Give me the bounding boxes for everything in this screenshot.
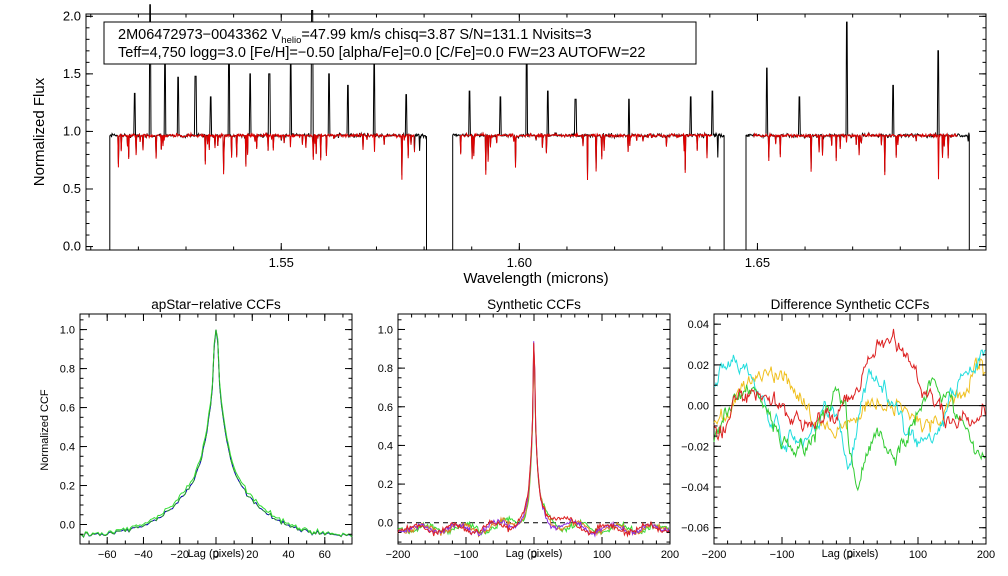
synthetic-ccf-lines: [397, 341, 670, 538]
y-tick-label: 0.2: [60, 481, 75, 493]
x-tick-label: 200: [977, 549, 995, 561]
x-tick-label: 60: [319, 549, 331, 561]
x-tick-label: 1.55: [269, 255, 294, 270]
apstar-ccf-ylabel: Normalized CCF: [39, 389, 51, 471]
info-line-1-suffix: =47.99 km/s chisq=3.87 S/N=131.1 Nvisits…: [301, 27, 591, 43]
x-tick-label: −20: [170, 549, 189, 561]
y-tick-label: 0.0: [378, 518, 393, 530]
x-tick-label: 0: [847, 549, 853, 561]
model-spectrum-chip-3: [752, 131, 958, 180]
y-tick-label: 2.0: [63, 8, 81, 23]
y-tick-label: 0.6: [378, 402, 393, 414]
difference-yellow-line: [713, 357, 986, 439]
difference-ccf-title: Difference Synthetic CCFs: [771, 297, 930, 312]
x-tick-label: 1.65: [745, 255, 770, 270]
x-tick-label: 100: [909, 549, 927, 561]
x-tick-label: −100: [454, 549, 479, 561]
x-tick-label: 0: [531, 549, 537, 561]
apstar-ccf-xlabel: Lag (pixels): [188, 548, 245, 560]
spectrum-ticks: 1.55 1.60 1.65 0.0 0.5 1.0 1.5 2.0: [63, 8, 986, 270]
difference-green-line: [713, 376, 986, 492]
y-tick-label: 0.0: [60, 520, 75, 532]
apstar-ccf-ticks: −60 −40 −20 0 20 40 60 0.0 0.2 0.4 0.6 0.8 1.0: [60, 314, 352, 561]
synthetic-ccf-combined-line: [397, 342, 670, 538]
info-line-1: 2M06472973−0043362 Vhelio=47.99 km/s chi…: [118, 27, 592, 46]
y-tick-label: 0.6: [60, 403, 75, 415]
y-tick-label: 0.2: [378, 479, 393, 491]
y-tick-label: 0.02: [688, 360, 709, 372]
y-tick-label: 0.0: [63, 239, 81, 254]
ccf-visit-2-line: [79, 329, 353, 538]
info-line-1-sub: helio: [281, 35, 301, 46]
x-tick-label: 20: [246, 549, 258, 561]
info-line-2: Teff=4,750 logg=3.0 [Fe/H]=−0.50 [alpha/…: [118, 45, 645, 61]
y-tick-label: 1.5: [63, 66, 81, 81]
x-tick-label: −200: [386, 549, 411, 561]
x-tick-label: 100: [593, 549, 611, 561]
y-tick-label: 0.04: [688, 319, 709, 331]
difference-ccf-lines: [713, 328, 986, 492]
x-tick-label: 1.60: [507, 255, 532, 270]
spectrum-xlabel: Wavelength (microns): [463, 270, 608, 287]
model-spectrum-chip-1: [116, 131, 415, 180]
y-tick-label: −0.04: [681, 482, 709, 494]
y-tick-label: 1.0: [378, 324, 393, 336]
difference-ccf-panel: −200 −100 0 100 200 −0.06 −0.04 −0.02 0.00 0.02 0.…: [681, 297, 995, 561]
synthetic-ccf-xlabel: Lag (pixels): [506, 548, 563, 560]
apstar-ccf-title: apStar−relative CCFs: [151, 297, 281, 312]
x-tick-label: 0: [213, 549, 219, 561]
x-tick-label: −40: [134, 549, 153, 561]
difference-ccf-axes-frame: [713, 313, 987, 545]
x-tick-label: 200: [661, 549, 679, 561]
synthetic-ccf-panel: −200 −100 0 100 200 0.0 0.2 0.4 0.6 0.8 1.0 Synthe…: [378, 297, 679, 561]
spectrum-axes-frame: [85, 13, 987, 251]
y-tick-label: 1.0: [63, 123, 81, 138]
ccf-visit-1-line: [79, 329, 353, 538]
y-tick-label: 0.00: [688, 401, 709, 413]
apstar-ccf-panel: −60 −40 −20 0 20 40 60 0.0 0.2 0.4 0.6 0.8 1.0 apSta…: [39, 297, 353, 561]
info-line-1-prefix: 2M06472973−0043362 V: [118, 27, 282, 43]
difference-ccf-xlabel: Lag (pixels): [822, 548, 879, 560]
synthetic-ccf-visit-3-line: [397, 341, 670, 538]
y-tick-label: −0.02: [681, 441, 709, 453]
ccf-combined-line: [79, 329, 353, 538]
y-tick-label: −0.06: [681, 523, 709, 535]
difference-red-line: [713, 328, 986, 442]
y-tick-label: 0.8: [378, 363, 393, 375]
model-spectrum-chip-2: [459, 131, 713, 181]
y-tick-label: 0.4: [378, 440, 393, 452]
synthetic-ccf-ticks: −200 −100 0 100 200 0.0 0.2 0.4 0.6 0.8 1.0: [378, 314, 679, 561]
y-tick-label: 1.0: [60, 325, 75, 337]
apstar-ccf-axes-frame: [79, 313, 353, 545]
spectrum-lines: [109, 4, 970, 250]
x-tick-label: −100: [770, 549, 795, 561]
y-tick-label: 0.5: [63, 181, 81, 196]
x-tick-label: −60: [98, 549, 117, 561]
x-tick-label: 40: [282, 549, 294, 561]
info-box-frame: [103, 21, 697, 65]
y-tick-label: 0.4: [60, 442, 75, 454]
y-tick-label: 0.8: [60, 364, 75, 376]
spectrum-panel: 1.55 1.60 1.65 0.0 0.5 1.0 1.5 2.0 Wavelength (…: [31, 4, 987, 287]
synthetic-ccf-title: Synthetic CCFs: [487, 297, 581, 312]
spectrum-ylabel: Normalized Flux: [31, 77, 48, 186]
star-info-box: 2M06472973−0043362 Vhelio=47.99 km/s chi…: [103, 21, 697, 65]
x-tick-label: −200: [702, 549, 727, 561]
difference-ccf-ticks: −200 −100 0 100 200 −0.06 −0.04 −0.02 0.00 0.02 0.…: [681, 313, 995, 561]
apstar-ccf-lines: [79, 329, 353, 538]
